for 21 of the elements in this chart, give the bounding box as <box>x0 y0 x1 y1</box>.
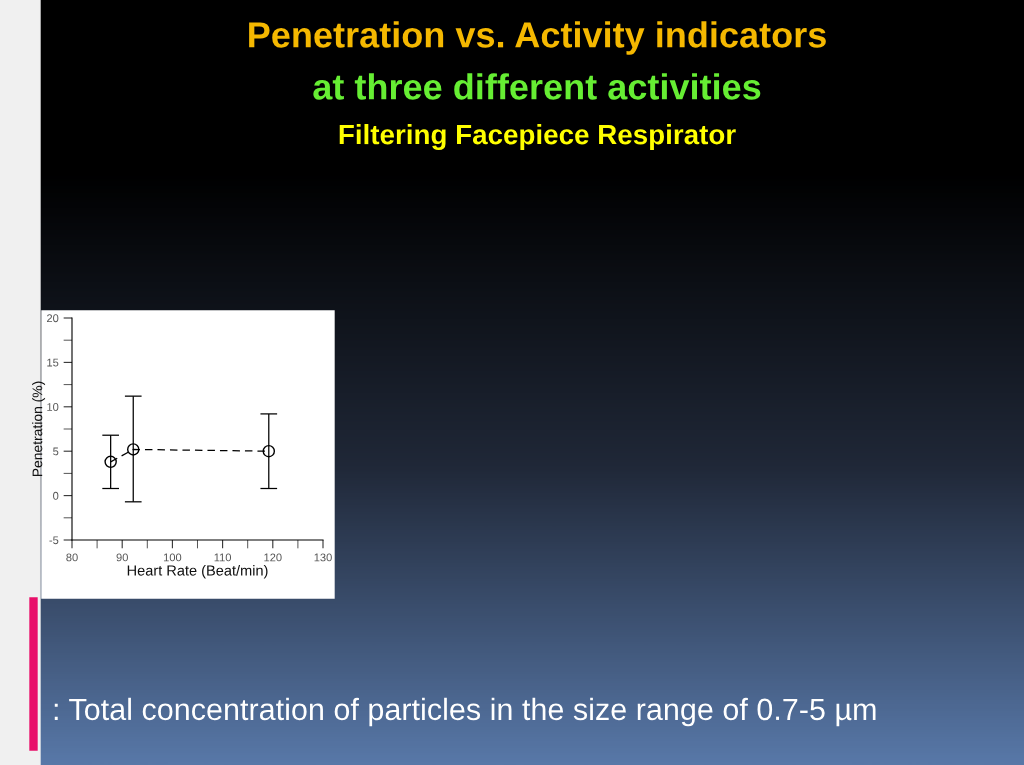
y-tick-label: 10 <box>47 403 59 411</box>
text: at three different activities <box>313 73 761 100</box>
x-tick-label: 130 <box>314 553 332 562</box>
y-tick-label: 20 <box>47 314 59 323</box>
x-tick-label: 120 <box>264 553 282 562</box>
text: Filtering Facepiece Respirator <box>339 123 736 151</box>
text: : Total concentration of particles in the size range of 0.7-5 µm <box>54 697 876 727</box>
text: Penetration vs. Activity indicators <box>249 21 826 55</box>
x-tick-label: 80 <box>66 553 78 562</box>
y-tick-label: 15 <box>47 358 59 367</box>
x-tick-label: 90 <box>116 553 128 562</box>
x-tick-label: 100 <box>163 553 182 562</box>
y-axis-title: Penetration (%) <box>32 381 46 477</box>
point <box>262 444 276 458</box>
point <box>104 455 117 469</box>
x-axis-title: Heart Rate (Beat/min) <box>127 564 268 579</box>
y-tick-label: 0 <box>53 491 59 500</box>
point <box>126 443 140 456</box>
y-tick-label: -5 <box>49 536 59 545</box>
y-tick-label: 5 <box>53 447 59 456</box>
x-tick-label: 110 <box>214 553 232 562</box>
